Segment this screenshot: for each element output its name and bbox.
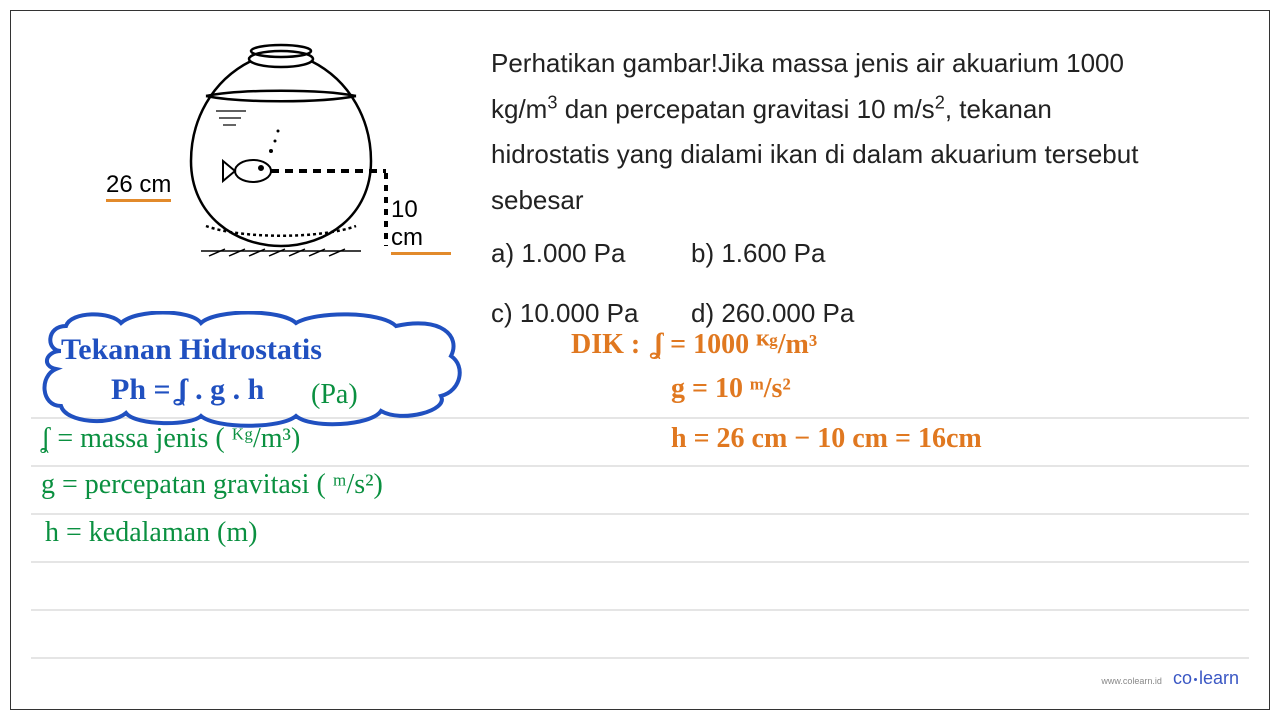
- option-a: a) 1.000 Pa: [491, 231, 691, 277]
- q-grav: dan percepatan gravitasi 10 m/s: [557, 94, 934, 124]
- q-sup3: 3: [547, 92, 557, 112]
- fishbowl-drawing: [181, 41, 411, 261]
- top-row: 26 cm 10 cm Perhatikan gambar!Jika massa…: [51, 41, 1229, 336]
- label-26cm: 26 cm: [106, 171, 171, 202]
- option-b: b) 1.600 Pa: [691, 231, 891, 277]
- watermark: www.colearn.id colearn: [1101, 668, 1239, 689]
- def-rho: ʆ = massa jenis ( ᴷᵍ/m³): [41, 423, 300, 455]
- brand-dot-icon: [1194, 678, 1197, 681]
- dik-rho: ʆ = 1000 ᴷᵍ/m³: [654, 329, 817, 360]
- q-line-3: hidrostatis yang dialami ikan di dalam a…: [491, 132, 1229, 178]
- q-kgm: kg/m: [491, 94, 547, 124]
- dik-line-1: DIK : ʆ = 1000 ᴷᵍ/m³: [571, 329, 817, 361]
- q-sup2: 2: [935, 92, 945, 112]
- note-formula: Ph = ʆ . g . h: [111, 373, 264, 407]
- def-h: h = kedalaman (m): [45, 517, 258, 549]
- q-tekanan: , tekanan: [945, 94, 1052, 124]
- note-unit-pa: (Pa): [311, 379, 358, 411]
- dik-line-2: g = 10 ᵐ/s²: [671, 373, 791, 405]
- q-line-1: Perhatikan gambar!Jika massa jenis air a…: [491, 41, 1229, 87]
- question-text: Perhatikan gambar!Jika massa jenis air a…: [491, 41, 1229, 336]
- handwriting-area: Tekanan Hidrostatis Ph = ʆ . g . h (Pa) …: [31, 311, 1249, 669]
- watermark-url: www.colearn.id: [1101, 676, 1162, 686]
- label-10cm: 10 cm: [391, 196, 451, 255]
- page: 26 cm 10 cm Perhatikan gambar!Jika massa…: [10, 10, 1270, 710]
- brand-learn: learn: [1199, 668, 1239, 688]
- brand-co: co: [1173, 668, 1192, 688]
- dik-line-3: h = 26 cm − 10 cm = 16cm: [671, 423, 982, 455]
- figure-area: 26 cm 10 cm: [51, 41, 451, 301]
- cloud-bubble: [41, 311, 471, 431]
- dik-label: DIK :: [571, 329, 640, 360]
- q-line-4: sebesar: [491, 178, 1229, 224]
- q-line-2: kg/m3 dan percepatan gravitasi 10 m/s2, …: [491, 87, 1229, 133]
- note-title: Tekanan Hidrostatis: [61, 333, 322, 367]
- def-g: g = percepatan gravitasi ( ᵐ/s²): [41, 469, 383, 501]
